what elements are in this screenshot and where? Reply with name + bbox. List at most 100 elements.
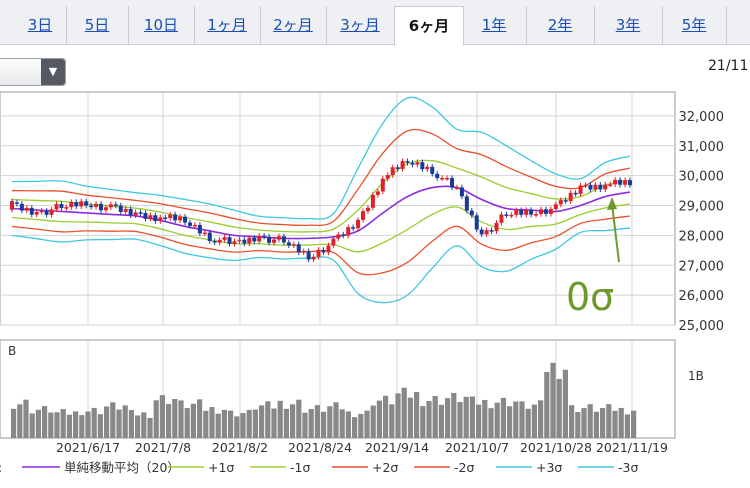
volume-bar	[104, 406, 110, 438]
candle	[89, 205, 94, 208]
candle	[252, 237, 257, 242]
volume-bar	[451, 392, 457, 438]
tab-7[interactable]: 6ヶ月	[394, 6, 464, 46]
volume-bar	[283, 408, 289, 438]
candle	[415, 162, 420, 165]
candle	[94, 203, 99, 207]
volume-bar	[407, 397, 413, 438]
candle	[375, 191, 380, 195]
volume-bar	[135, 415, 141, 438]
candle	[405, 161, 410, 163]
volume-bar	[395, 393, 401, 438]
tab-1[interactable]: 3日	[14, 6, 67, 44]
annotation-arrow	[611, 203, 620, 263]
volume-bar	[600, 407, 606, 438]
x-tick-label: 2021/6/17	[56, 440, 120, 455]
y-tick-label: 26,000	[679, 289, 725, 304]
candle	[286, 242, 291, 246]
candle	[128, 208, 133, 216]
volume-bar	[463, 396, 469, 438]
volume-bar	[240, 413, 246, 438]
volume-bar	[525, 408, 531, 438]
candle	[202, 232, 207, 235]
candle	[59, 204, 64, 209]
chevron-down-icon[interactable]: ▼	[41, 59, 65, 85]
legend-label-m2: -2σ	[454, 460, 474, 475]
volume-bar	[209, 407, 215, 438]
volume-bar	[420, 406, 426, 438]
plot-frame	[0, 91, 676, 326]
candle	[222, 237, 227, 240]
tab-8[interactable]: 1年	[462, 6, 527, 44]
volume-bar	[259, 405, 265, 438]
tab-4[interactable]: 1ヶ月	[194, 6, 261, 44]
volume-bar	[333, 402, 339, 438]
volume-bar	[166, 404, 172, 438]
band-p2	[11, 128, 631, 227]
legend-prefix: :	[0, 460, 2, 475]
chart-type-dropdown[interactable]: ▼	[0, 58, 66, 86]
candle	[153, 215, 158, 222]
candle	[479, 229, 484, 235]
volume-bar	[376, 400, 382, 438]
volume-bar	[48, 412, 54, 438]
candle	[301, 251, 306, 253]
volume-bar	[116, 409, 122, 438]
volume-bar	[531, 404, 537, 438]
volume-bar	[73, 411, 79, 438]
candle	[583, 184, 588, 187]
candle	[613, 179, 618, 185]
candle	[484, 230, 489, 235]
volume-bar	[228, 410, 234, 438]
candle	[34, 211, 39, 215]
tab-6[interactable]: 3ヶ月	[326, 6, 395, 44]
candle	[187, 222, 192, 226]
tab-3[interactable]: 10日	[128, 6, 195, 44]
candle	[10, 202, 14, 207]
volume-bar	[352, 417, 358, 438]
candle	[331, 238, 336, 246]
date-label: 21/11	[708, 58, 749, 74]
volume-bar	[221, 409, 227, 438]
candle	[158, 217, 163, 222]
x-tick-label: 2021/10/7	[445, 440, 509, 455]
candle	[370, 194, 375, 208]
band-m3	[11, 227, 631, 304]
volume-bar	[438, 404, 444, 438]
volume-bar	[370, 405, 376, 438]
candle	[351, 227, 356, 229]
volume-bar	[482, 399, 488, 438]
volume-bar	[562, 369, 568, 438]
candle	[321, 249, 326, 253]
tab-9[interactable]: 2年	[526, 6, 595, 44]
tab-11[interactable]: 5年	[662, 6, 727, 44]
volume-bar	[290, 404, 296, 438]
candle	[489, 230, 494, 232]
candle	[450, 178, 455, 188]
candle	[464, 196, 469, 211]
candle	[563, 200, 568, 202]
volume-bar	[11, 408, 17, 438]
candle	[539, 209, 544, 215]
band-m1	[11, 203, 631, 253]
candle	[519, 210, 524, 215]
x-tick-label: 2021/8/24	[288, 440, 352, 455]
tab-5[interactable]: 2ヶ月	[260, 6, 327, 44]
tab-10[interactable]: 3年	[594, 6, 663, 44]
volume-bar	[17, 404, 23, 438]
candle	[618, 179, 623, 185]
candle	[524, 209, 529, 215]
candle	[445, 178, 450, 180]
candle	[54, 204, 59, 210]
volume-bar	[494, 402, 500, 438]
volume-bar	[159, 395, 165, 438]
y-tick-label: 31,000	[679, 140, 725, 155]
volume-bar	[401, 387, 407, 438]
candle	[341, 234, 346, 236]
candle	[79, 201, 84, 207]
x-tick-label: 2021/9/14	[365, 440, 429, 455]
volume-bar	[457, 402, 463, 438]
volume-bar	[345, 411, 351, 438]
legend-label-m1: -1σ	[290, 460, 310, 475]
tab-2[interactable]: 5日	[66, 6, 129, 44]
